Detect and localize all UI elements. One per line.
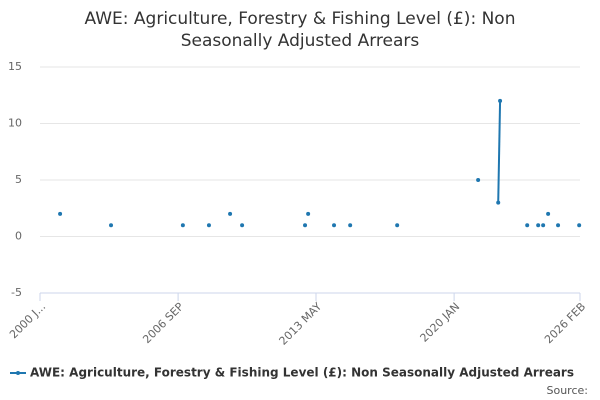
point <box>476 178 481 182</box>
y-tick-label: 10 <box>8 117 22 130</box>
point <box>206 223 211 228</box>
x-tick-label: 2020 JAN <box>418 300 463 345</box>
point <box>240 223 245 228</box>
x-tick-label: 2006 SEP <box>140 300 186 346</box>
series-line <box>497 100 502 203</box>
x-tick-label: 2000 J... <box>7 300 48 341</box>
source: Source: <box>547 384 589 397</box>
y-tick-label: 5 <box>15 173 22 186</box>
point <box>303 223 308 228</box>
legend-label: AWE: Agriculture, Forestry & Fishing Lev… <box>30 366 574 380</box>
y-tick-label: -5 <box>11 286 22 299</box>
point <box>536 223 541 228</box>
chart-title: AWE: Agriculture, Forestry & Fishing Lev… <box>84 9 516 51</box>
point <box>546 211 551 216</box>
point <box>306 211 311 216</box>
y-tick-label: 0 <box>15 230 22 243</box>
point <box>332 223 337 228</box>
point <box>556 223 561 228</box>
point <box>525 223 530 228</box>
point <box>577 223 582 228</box>
x-tick-label: 2026 FEB <box>542 300 588 346</box>
point <box>228 211 233 216</box>
x-tick-label: 2013 MAY <box>277 300 325 348</box>
point <box>541 223 546 228</box>
legend-marker <box>16 371 20 375</box>
point <box>180 223 185 228</box>
point <box>348 223 353 228</box>
point <box>498 98 503 103</box>
point <box>496 200 501 205</box>
y-tick-label: 15 <box>8 60 22 73</box>
point <box>58 211 63 216</box>
point <box>109 223 114 228</box>
point <box>395 223 400 228</box>
